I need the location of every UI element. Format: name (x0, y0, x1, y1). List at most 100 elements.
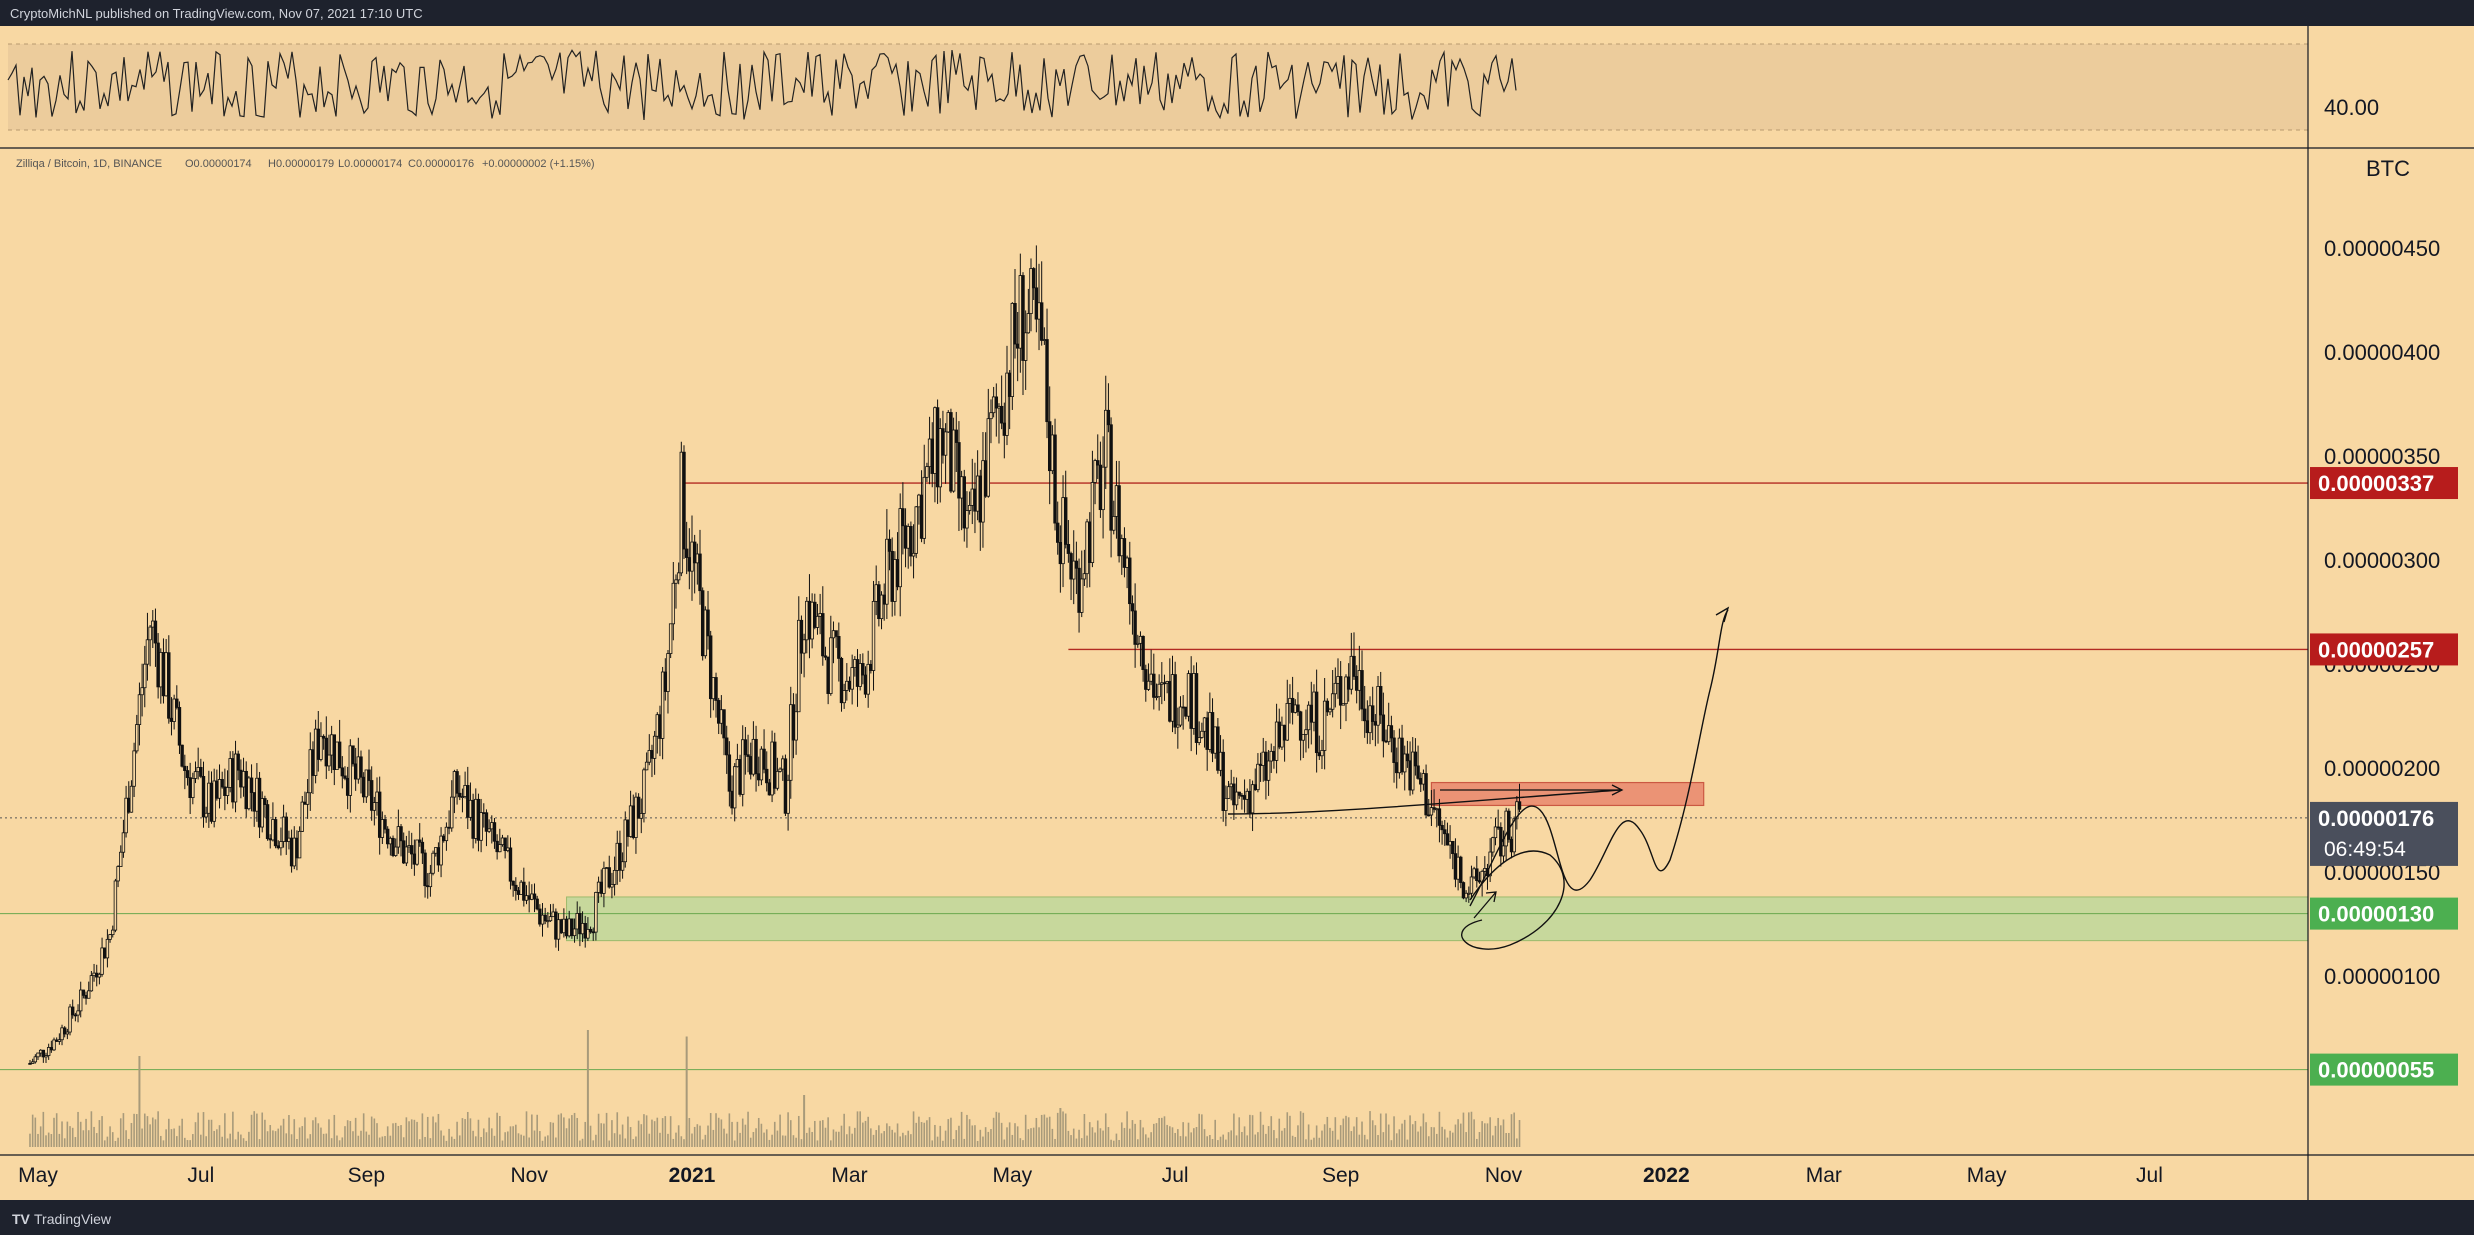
candle-body (1101, 466, 1105, 511)
candle-body (1117, 485, 1121, 557)
candle-body (1122, 538, 1127, 568)
candle-body (455, 771, 459, 794)
candle-body (663, 671, 668, 692)
candle-body (1288, 697, 1292, 704)
volume-bar (1249, 1114, 1251, 1147)
candle-body (1226, 786, 1231, 799)
candle-body (1039, 302, 1044, 341)
volume-bar (755, 1128, 757, 1147)
price-chart[interactable]: 40.00 Zilliqa / Bitcoin, 1D, BINANCE O0.… (0, 26, 2474, 1200)
candle-body (1306, 704, 1311, 731)
chart-background (0, 26, 2474, 1200)
volume-bar (1043, 1114, 1046, 1147)
candle-body (1317, 752, 1322, 757)
candle-body (1090, 482, 1095, 563)
volume-bar (1457, 1119, 1459, 1147)
candle-body (1120, 538, 1124, 557)
volume-bar (616, 1112, 619, 1147)
volume-bar (902, 1132, 904, 1147)
candle-body (1146, 680, 1151, 690)
y-tick-label: 0.00000400 (2324, 340, 2440, 365)
candle-body (826, 656, 830, 694)
volume-spike (586, 1030, 589, 1147)
volume-bar (61, 1121, 63, 1147)
candle-body (1152, 673, 1156, 698)
candle-body (1258, 763, 1263, 766)
tradingview-logo-icon: TV (12, 1211, 30, 1227)
volume-bar (1011, 1134, 1014, 1147)
volume-bar (720, 1119, 723, 1147)
volume-bar (285, 1133, 288, 1147)
candle-body (329, 734, 334, 756)
candle-body (1186, 673, 1191, 717)
volume-bar (1150, 1132, 1152, 1147)
volume-bar (1091, 1127, 1094, 1147)
volume-bar (763, 1132, 765, 1147)
volume-bar (883, 1131, 885, 1147)
countdown-label: 06:49:54 (2324, 838, 2406, 861)
volume-bar (597, 1113, 600, 1147)
x-tick-label: Sep (348, 1164, 385, 1187)
candle-body (1432, 807, 1436, 810)
candle-body (556, 919, 561, 940)
volume-bar (926, 1120, 928, 1147)
candle-body (1042, 339, 1047, 341)
volume-bar (1315, 1125, 1318, 1147)
candle-body (1034, 287, 1039, 320)
candle-body (914, 506, 918, 554)
candle-body (706, 609, 710, 637)
volume-bar (998, 1112, 1000, 1147)
volume-spike (803, 1095, 806, 1147)
candle-body (167, 652, 171, 719)
volume-bar (410, 1119, 413, 1147)
candle-body (1285, 703, 1289, 741)
candle-body (1357, 670, 1362, 691)
candle-body (276, 845, 280, 849)
level-label: 0.00000257 (2318, 637, 2434, 662)
tradingview-brand[interactable]: TradingView (34, 1211, 112, 1227)
candle-body (959, 476, 964, 499)
candle-body (660, 671, 665, 739)
x-tick-label: May (992, 1164, 1032, 1187)
candle-body (223, 786, 227, 796)
candle-body (281, 816, 286, 842)
candle-body (428, 872, 433, 888)
volume-bar (205, 1136, 207, 1147)
volume-bar (352, 1131, 354, 1147)
candle-body (623, 819, 627, 863)
volume-bar (717, 1117, 720, 1147)
volume-bar (632, 1139, 635, 1147)
volume-bar (1134, 1123, 1136, 1147)
support-zone[interactable] (566, 896, 2309, 942)
volume-bar (168, 1118, 170, 1147)
volume-bar (1171, 1127, 1174, 1147)
candle-body (439, 835, 443, 866)
volume-bar (1446, 1137, 1449, 1147)
volume-bar (159, 1135, 162, 1147)
volume-bar (1088, 1122, 1091, 1147)
volume-bar (1203, 1129, 1206, 1147)
volume-bar (1363, 1134, 1366, 1147)
candle-body (487, 828, 491, 832)
candle-body (412, 853, 417, 865)
volume-bar (256, 1113, 258, 1147)
volume-bar (71, 1127, 74, 1147)
candle-body (1448, 840, 1452, 846)
volume-bar (571, 1115, 573, 1147)
volume-bar (1062, 1111, 1064, 1147)
volume-bar (258, 1139, 261, 1147)
volume-bar (688, 1118, 691, 1147)
volume-bar (416, 1121, 418, 1147)
candle-body (431, 852, 435, 874)
candle-body (559, 919, 563, 934)
candle-body (690, 541, 694, 572)
candle-body (327, 754, 331, 767)
candle-body (901, 508, 905, 527)
candle-body (919, 494, 924, 539)
volume-bar (987, 1131, 990, 1147)
volume-bar (245, 1140, 248, 1147)
candle-body (839, 658, 844, 704)
volume-bar (1379, 1113, 1382, 1147)
candle-body (1459, 856, 1463, 883)
candle-body (225, 787, 230, 796)
